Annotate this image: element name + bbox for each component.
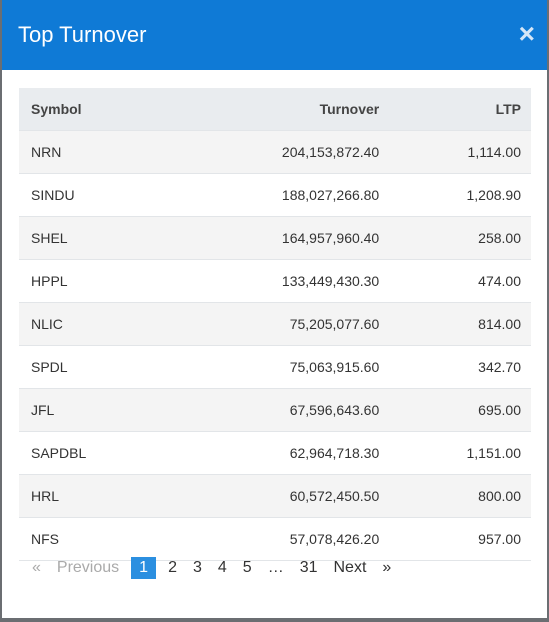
first-symbol: « xyxy=(32,559,41,576)
modal-header: Top Turnover × xyxy=(2,0,547,70)
table-cell: NFS xyxy=(19,517,166,561)
table-cell: 57,078,426.20 xyxy=(165,517,390,561)
page-link[interactable]: 5 xyxy=(242,559,252,576)
table-cell: SPDL xyxy=(19,345,166,389)
page-link[interactable]: 4 xyxy=(217,559,227,576)
column-header: Symbol xyxy=(19,88,166,131)
table-body: NRN 204,153,872.40 1,114.00 SINDU 188,027,26… xyxy=(19,130,531,561)
table-cell: NLIC xyxy=(19,302,166,346)
table-row: NLIC 75,205,077.60 814.00 xyxy=(19,302,531,346)
close-button[interactable]: × xyxy=(518,18,535,49)
table-cell: 474.00 xyxy=(389,259,531,303)
page-link[interactable]: 3 xyxy=(192,559,202,576)
table-cell: 188,027,266.80 xyxy=(165,173,390,217)
table-cell: 957.00 xyxy=(389,517,531,561)
table-cell: SAPDBL xyxy=(19,431,166,475)
table-cell: 75,205,077.60 xyxy=(165,302,390,346)
table-cell: 1,114.00 xyxy=(389,130,531,174)
page-link[interactable]: 2 xyxy=(168,559,177,576)
table-cell: 1,208.90 xyxy=(389,173,531,217)
page-link[interactable]: … xyxy=(267,559,284,576)
table-cell: 75,063,915.60 xyxy=(165,345,390,389)
modal-title: Top Turnover xyxy=(18,22,147,47)
table-cell: SINDU xyxy=(19,173,166,217)
table-cell: SHEL xyxy=(19,216,166,260)
next-button[interactable]: Next xyxy=(333,559,367,576)
header-row: Symbol Turnover LTP xyxy=(19,88,531,131)
table-cell: NRN xyxy=(19,130,166,174)
table-row: JFL 67,596,643.60 695.00 xyxy=(19,388,531,432)
table-cell: HPPL xyxy=(19,259,166,303)
table-row: HPPL 133,449,430.30 474.00 xyxy=(19,259,531,303)
table-cell: 342.70 xyxy=(389,345,531,389)
table-cell: 814.00 xyxy=(389,302,531,346)
pagination: « Previous 1 2 3 4 5 … 31 Next » xyxy=(24,557,399,579)
table-row: SHEL 164,957,960.40 258.00 xyxy=(19,216,531,260)
previous-button[interactable]: Previous xyxy=(56,559,120,576)
table-cell: 1,151.00 xyxy=(389,431,531,475)
table-cell: 800.00 xyxy=(389,474,531,518)
table-row: NRN 204,153,872.40 1,114.00 xyxy=(19,130,531,174)
table-cell: 258.00 xyxy=(389,216,531,260)
table-cell: 67,596,643.60 xyxy=(165,388,390,432)
table-cell: 695.00 xyxy=(389,388,531,432)
table-cell: 62,964,718.30 xyxy=(165,431,390,475)
column-header: Turnover xyxy=(165,88,390,131)
table-cell: 60,572,450.50 xyxy=(165,474,390,518)
last-symbol: » xyxy=(382,559,392,576)
page-link[interactable]: 31 xyxy=(299,559,318,576)
page-link[interactable]: 1 xyxy=(131,557,157,579)
table-cell: 204,153,872.40 xyxy=(165,130,390,174)
table-row: NFS 57,078,426.20 957.00 xyxy=(19,517,531,561)
table-cell: JFL xyxy=(19,388,166,432)
table-row: SPDL 75,063,915.60 342.70 xyxy=(19,345,531,389)
table-row: SINDU 188,027,266.80 1,208.90 xyxy=(19,173,531,217)
column-header: LTP xyxy=(389,88,531,131)
table-cell: 164,957,960.40 xyxy=(165,216,390,260)
table-cell: HRL xyxy=(19,474,166,518)
table-row: SAPDBL 62,964,718.30 1,151.00 xyxy=(19,431,531,475)
turnover-table: Symbol Turnover LTP NRN 204,153,872.40 1,114… xyxy=(19,88,531,561)
table-cell: 133,449,430.30 xyxy=(165,259,390,303)
table-row: HRL 60,572,450.50 800.00 xyxy=(19,474,531,518)
